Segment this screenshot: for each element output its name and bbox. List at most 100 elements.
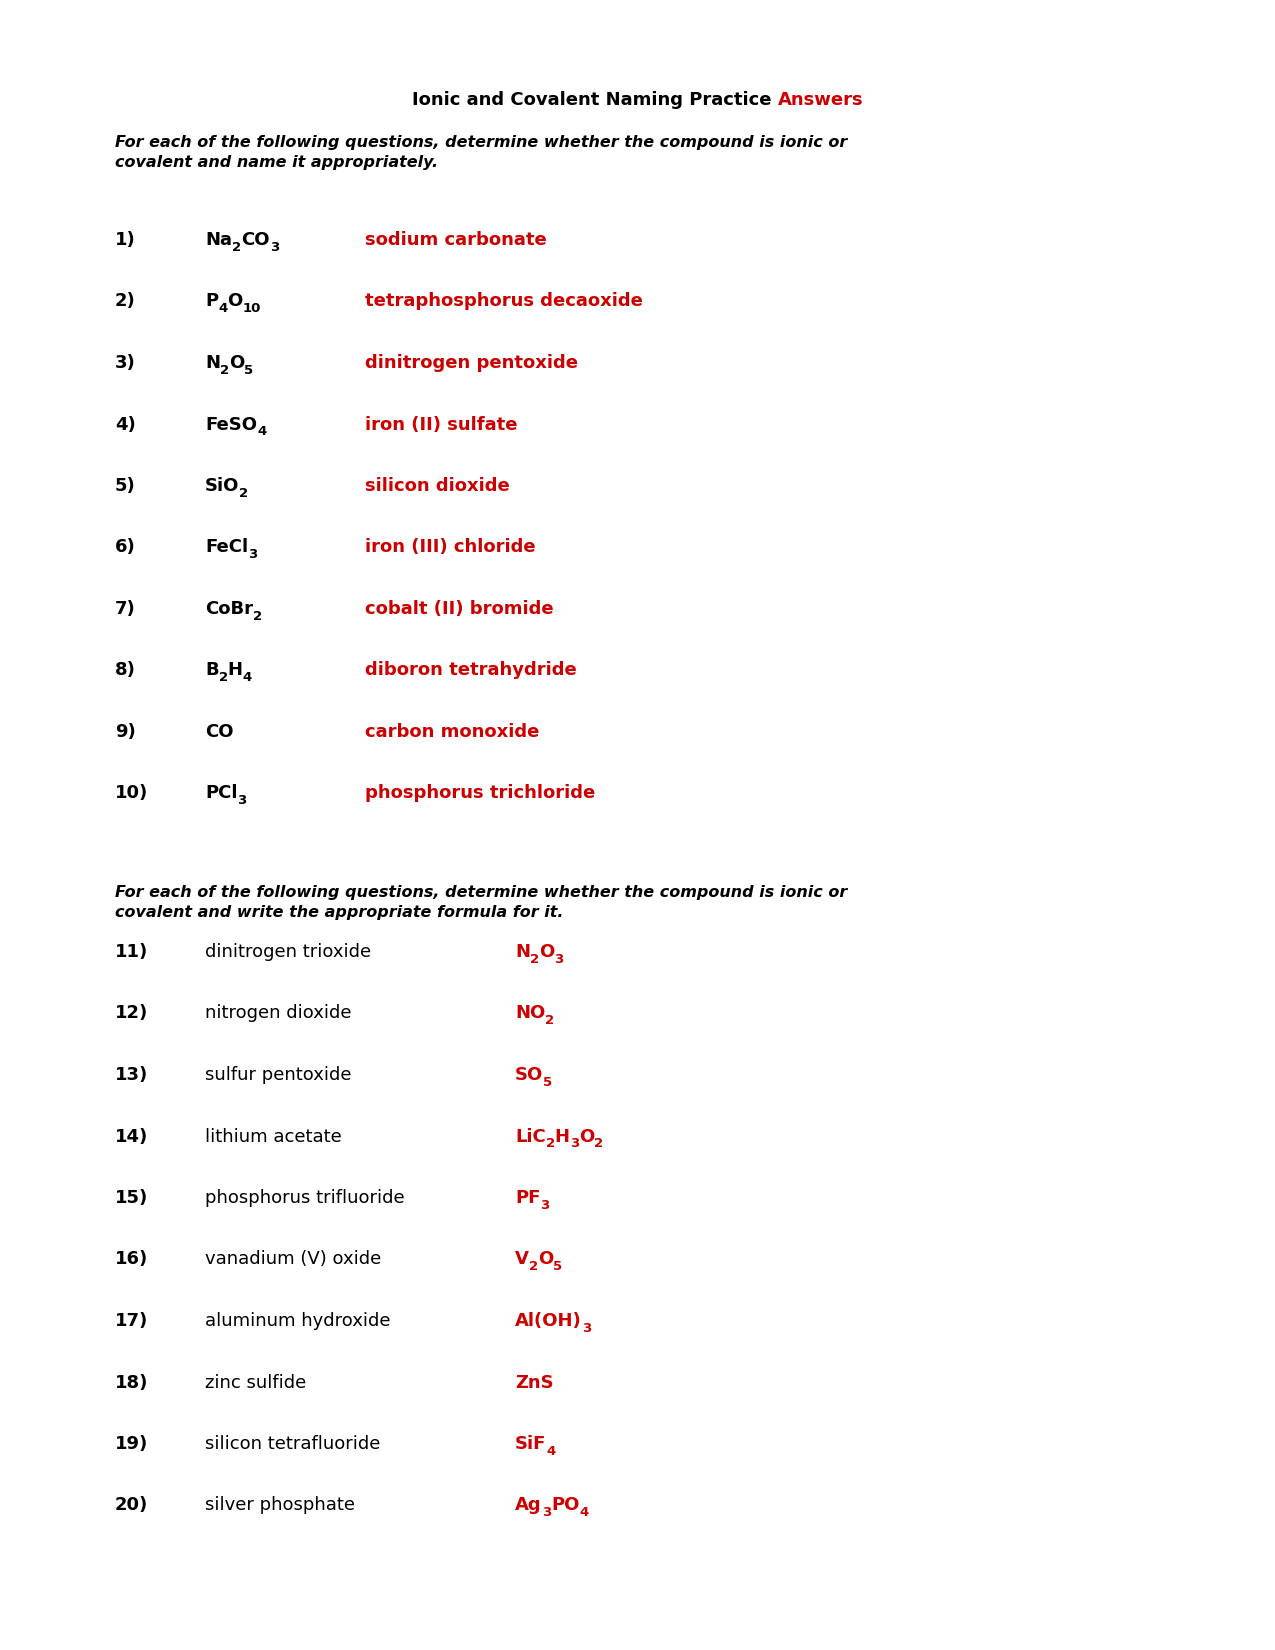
Text: 2: 2	[221, 363, 230, 376]
Text: SO: SO	[515, 1066, 543, 1084]
Text: PCl: PCl	[205, 784, 237, 802]
Text: 4): 4)	[115, 416, 135, 434]
Text: PF: PF	[515, 1190, 541, 1208]
Text: 2): 2)	[115, 292, 135, 310]
Text: iron (II) sulfate: iron (II) sulfate	[365, 416, 518, 434]
Text: 2: 2	[530, 952, 539, 965]
Text: B: B	[205, 662, 218, 680]
Text: 19): 19)	[115, 1436, 148, 1454]
Text: silver phosphate: silver phosphate	[205, 1497, 354, 1515]
Text: For each of the following questions, determine whether the compound is ionic or
: For each of the following questions, det…	[115, 135, 848, 170]
Text: O: O	[538, 1251, 553, 1269]
Text: 4: 4	[258, 426, 266, 437]
Text: 2: 2	[240, 487, 249, 500]
Text: 3: 3	[555, 952, 564, 965]
Text: 5): 5)	[115, 477, 135, 495]
Text: For each of the following questions, determine whether the compound is ionic or
: For each of the following questions, det…	[115, 884, 848, 919]
Text: vanadium (V) oxide: vanadium (V) oxide	[205, 1251, 381, 1269]
Text: 20): 20)	[115, 1497, 148, 1515]
Text: 2: 2	[546, 1137, 555, 1150]
Text: 3: 3	[570, 1137, 579, 1150]
Text: Ionic and Covalent Naming Practice: Ionic and Covalent Naming Practice	[412, 91, 778, 109]
Text: dinitrogen pentoxide: dinitrogen pentoxide	[365, 355, 578, 371]
Text: 3: 3	[237, 794, 247, 807]
Text: 5: 5	[543, 1076, 552, 1089]
Text: 17): 17)	[115, 1312, 148, 1330]
Text: Al(OH): Al(OH)	[515, 1312, 581, 1330]
Text: 7): 7)	[115, 601, 135, 619]
Text: 1): 1)	[115, 231, 135, 249]
Text: Answers: Answers	[778, 91, 863, 109]
Text: 4: 4	[547, 1444, 556, 1457]
Text: O: O	[230, 355, 245, 371]
Text: 2: 2	[529, 1261, 538, 1274]
Text: tetraphosphorus decaoxide: tetraphosphorus decaoxide	[365, 292, 643, 310]
Text: cobalt (II) bromide: cobalt (II) bromide	[365, 601, 553, 619]
Text: carbon monoxide: carbon monoxide	[365, 723, 539, 741]
Text: H: H	[228, 662, 242, 680]
Text: phosphorus trifluoride: phosphorus trifluoride	[205, 1190, 404, 1208]
Text: 3: 3	[581, 1322, 592, 1335]
Text: 5: 5	[553, 1261, 562, 1274]
Text: 3: 3	[541, 1198, 550, 1211]
Text: nitrogen dioxide: nitrogen dioxide	[205, 1005, 352, 1023]
Text: 3: 3	[269, 241, 279, 254]
Text: CO: CO	[205, 723, 233, 741]
Text: 12): 12)	[115, 1005, 148, 1023]
Text: 9): 9)	[115, 723, 135, 741]
Text: FeCl: FeCl	[205, 538, 249, 556]
Text: ZnS: ZnS	[515, 1373, 553, 1391]
Text: SiF: SiF	[515, 1436, 547, 1454]
Text: Na: Na	[205, 231, 232, 249]
Text: O: O	[579, 1127, 594, 1145]
Text: N: N	[515, 944, 530, 960]
Text: 8): 8)	[115, 662, 136, 680]
Text: 16): 16)	[115, 1251, 148, 1269]
Text: sulfur pentoxide: sulfur pentoxide	[205, 1066, 352, 1084]
Text: 10): 10)	[115, 784, 148, 802]
Text: diboron tetrahydride: diboron tetrahydride	[365, 662, 576, 680]
Text: silicon tetrafluoride: silicon tetrafluoride	[205, 1436, 380, 1454]
Text: 6): 6)	[115, 538, 135, 556]
Text: O: O	[539, 944, 555, 960]
Text: 3): 3)	[115, 355, 135, 371]
Text: LiC: LiC	[515, 1127, 546, 1145]
Text: 2: 2	[218, 672, 228, 685]
Text: Ag: Ag	[515, 1497, 542, 1515]
Text: phosphorus trichloride: phosphorus trichloride	[365, 784, 595, 802]
Text: 2: 2	[546, 1015, 555, 1026]
Text: dinitrogen trioxide: dinitrogen trioxide	[205, 944, 371, 960]
Text: 2: 2	[232, 241, 241, 254]
Text: CoBr: CoBr	[205, 601, 252, 619]
Text: 4: 4	[218, 302, 227, 315]
Text: 11): 11)	[115, 944, 148, 960]
Text: aluminum hydroxide: aluminum hydroxide	[205, 1312, 390, 1330]
Text: iron (III) chloride: iron (III) chloride	[365, 538, 536, 556]
Text: 5: 5	[245, 363, 254, 376]
Text: SiO: SiO	[205, 477, 240, 495]
Text: 10: 10	[242, 302, 261, 315]
Text: 3: 3	[249, 548, 258, 561]
Text: 14): 14)	[115, 1127, 148, 1145]
Text: NO: NO	[515, 1005, 546, 1023]
Text: 18): 18)	[115, 1373, 148, 1391]
Text: 2: 2	[594, 1137, 603, 1150]
Text: silicon dioxide: silicon dioxide	[365, 477, 510, 495]
Text: FeSO: FeSO	[205, 416, 258, 434]
Text: V: V	[515, 1251, 529, 1269]
Text: 4: 4	[242, 672, 252, 685]
Text: 15): 15)	[115, 1190, 148, 1208]
Text: O: O	[227, 292, 242, 310]
Text: CO: CO	[241, 231, 269, 249]
Text: lithium acetate: lithium acetate	[205, 1127, 342, 1145]
Text: 2: 2	[252, 609, 263, 622]
Text: 13): 13)	[115, 1066, 148, 1084]
Text: 3: 3	[542, 1506, 551, 1520]
Text: sodium carbonate: sodium carbonate	[365, 231, 547, 249]
Text: PO: PO	[551, 1497, 579, 1515]
Text: 4: 4	[579, 1506, 589, 1520]
Text: N: N	[205, 355, 221, 371]
Text: H: H	[555, 1127, 570, 1145]
Text: zinc sulfide: zinc sulfide	[205, 1373, 306, 1391]
Text: P: P	[205, 292, 218, 310]
